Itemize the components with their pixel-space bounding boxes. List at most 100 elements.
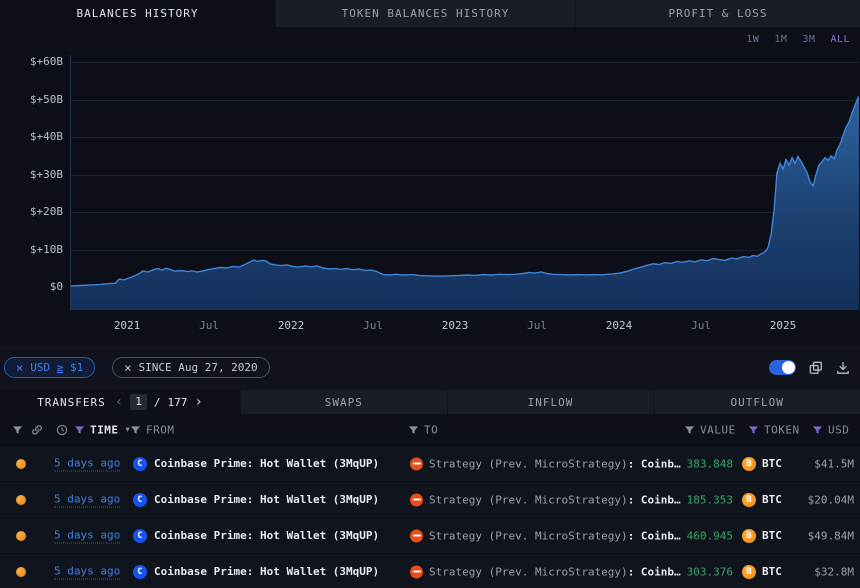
time-link[interactable]: 5 days ago xyxy=(54,456,120,471)
from-entity[interactable]: C Coinbase Prime: Hot Wallet (3MqUP) xyxy=(133,493,379,507)
filter-token-icon xyxy=(748,424,759,435)
tab-transfers[interactable]: TRANSFERS ‹ 1 / 177 › xyxy=(0,390,240,414)
tab-outflow[interactable]: OUTFLOW xyxy=(653,390,860,414)
range-1m[interactable]: 1M xyxy=(774,34,787,45)
column-header-time[interactable]: TIME ▼ xyxy=(74,423,130,436)
to-entity[interactable]: Strategy (Prev. MicroStrategy): Coinb… xyxy=(410,457,681,470)
token-cell: B BTC xyxy=(742,529,782,543)
page-separator: / xyxy=(154,396,161,409)
to-entity[interactable]: Strategy (Prev. MicroStrategy): Coinb… xyxy=(410,493,681,506)
range-1w[interactable]: 1W xyxy=(746,34,759,45)
strategy-icon xyxy=(410,457,423,470)
filter-to-icon xyxy=(408,424,419,435)
filter-chip-usd[interactable]: × USD ≥ $1 xyxy=(4,357,95,378)
x-axis-tick: Jul xyxy=(181,319,237,332)
time-link[interactable]: 5 days ago xyxy=(54,492,120,507)
token-cell: B BTC xyxy=(742,565,782,579)
crypto-dashboard: BALANCES HISTORY TOKEN BALANCES HISTORY … xyxy=(0,0,860,588)
copy-icon[interactable] xyxy=(809,361,823,375)
filter-chip-label: USD ≥ $1 xyxy=(30,361,83,374)
from-entity[interactable]: C Coinbase Prime: Hot Wallet (3MqUP) xyxy=(133,529,379,543)
table-row: 5 days ago C Coinbase Prime: Hot Wallet … xyxy=(0,445,860,481)
usd-value: $20.04M xyxy=(808,493,854,506)
chart-tools xyxy=(769,360,850,375)
filter-chip-label: SINCE Aug 27, 2020 xyxy=(138,361,257,374)
token-symbol: BTC xyxy=(762,529,782,542)
btc-icon: B xyxy=(742,457,756,471)
column-header-token[interactable]: TOKEN xyxy=(748,423,800,436)
usd-value: $41.5M xyxy=(814,457,854,470)
toggle-knob xyxy=(782,361,795,374)
filter-all-icon[interactable] xyxy=(12,424,23,435)
filter-time-icon xyxy=(74,424,85,435)
strategy-icon xyxy=(410,565,423,578)
y-axis-tick: $+20B xyxy=(0,204,63,220)
coinbase-icon: C xyxy=(133,565,147,579)
range-3m[interactable]: 3M xyxy=(802,34,815,45)
time-link[interactable]: 5 days ago xyxy=(54,564,120,579)
tab-label: SWAPS xyxy=(325,396,363,409)
x-axis-tick: Jul xyxy=(509,319,565,332)
x-axis-tick: 2025 xyxy=(755,319,811,332)
tab-inflow[interactable]: INFLOW xyxy=(447,390,654,414)
tab-swaps[interactable]: SWAPS xyxy=(240,390,447,414)
tab-label: BALANCES HISTORY xyxy=(77,7,199,20)
column-header-usd[interactable]: USD xyxy=(812,423,849,436)
strategy-icon xyxy=(410,493,423,506)
table-row: 5 days ago C Coinbase Prime: Hot Wallet … xyxy=(0,553,860,588)
tab-label: TOKEN BALANCES HISTORY xyxy=(342,7,510,20)
column-header-value[interactable]: VALUE xyxy=(684,423,736,436)
usd-value: $32.8M xyxy=(814,565,854,578)
x-axis-tick: Jul xyxy=(345,319,401,332)
x-axis-tick: 2023 xyxy=(427,319,483,332)
close-icon[interactable]: × xyxy=(16,362,23,374)
tab-balances-history[interactable]: BALANCES HISTORY xyxy=(0,0,275,27)
table-row: 5 days ago C Coinbase Prime: Hot Wallet … xyxy=(0,481,860,517)
bitcoin-chain-icon xyxy=(16,531,26,541)
coinbase-icon: C xyxy=(133,457,147,471)
token-symbol: BTC xyxy=(762,565,782,578)
balance-area-chart xyxy=(71,55,859,310)
btc-icon: B xyxy=(742,493,756,507)
time-link[interactable]: 5 days ago xyxy=(54,528,120,543)
y-axis-tick: $+30B xyxy=(0,167,63,183)
tab-label: PROFIT & LOSS xyxy=(668,7,767,20)
from-entity[interactable]: C Coinbase Prime: Hot Wallet (3MqUP) xyxy=(133,457,379,471)
close-icon[interactable]: × xyxy=(124,362,131,374)
range-all[interactable]: ALL xyxy=(830,34,850,45)
bitcoin-chain-icon xyxy=(16,567,26,577)
y-axis-tick: $+10B xyxy=(0,242,63,258)
link-icon[interactable] xyxy=(31,424,43,436)
x-axis-tick: Jul xyxy=(673,319,729,332)
download-icon[interactable] xyxy=(836,361,850,375)
pagination: ‹ 1 / 177 › xyxy=(115,394,203,410)
filter-chip-since-date[interactable]: × SINCE Aug 27, 2020 xyxy=(112,357,269,378)
column-header-from[interactable]: FROM xyxy=(130,423,175,436)
tab-token-balances-history[interactable]: TOKEN BALANCES HISTORY xyxy=(275,0,575,27)
y-axis-tick: $+60B xyxy=(0,54,63,70)
next-page-icon[interactable]: › xyxy=(194,395,202,409)
total-pages: 177 xyxy=(167,396,187,409)
chart-plot-area[interactable] xyxy=(70,55,858,310)
from-entity[interactable]: C Coinbase Prime: Hot Wallet (3MqUP) xyxy=(133,565,379,579)
btc-icon: B xyxy=(742,529,756,543)
transfers-table: 5 days ago C Coinbase Prime: Hot Wallet … xyxy=(0,445,860,588)
column-header-to[interactable]: TO xyxy=(408,423,438,436)
prev-page-icon[interactable]: ‹ xyxy=(115,395,123,409)
y-axis-tick: $+50B xyxy=(0,92,63,108)
to-entity[interactable]: Strategy (Prev. MicroStrategy): Coinb… xyxy=(410,565,681,578)
x-axis-tick: 2022 xyxy=(263,319,319,332)
token-symbol: BTC xyxy=(762,457,782,470)
transfer-value: 185.353 xyxy=(687,493,733,506)
tab-profit-loss[interactable]: PROFIT & LOSS xyxy=(575,0,860,27)
to-entity[interactable]: Strategy (Prev. MicroStrategy): Coinb… xyxy=(410,529,681,542)
token-cell: B BTC xyxy=(742,493,782,507)
clock-icon[interactable] xyxy=(56,424,68,436)
filter-from-icon xyxy=(130,424,141,435)
usd-toggle[interactable] xyxy=(769,360,796,375)
bitcoin-chain-icon xyxy=(16,495,26,505)
filter-usd-icon xyxy=(812,424,823,435)
chart-area-fill xyxy=(71,98,859,310)
current-page: 1 xyxy=(130,394,147,410)
chart-line xyxy=(71,98,859,286)
